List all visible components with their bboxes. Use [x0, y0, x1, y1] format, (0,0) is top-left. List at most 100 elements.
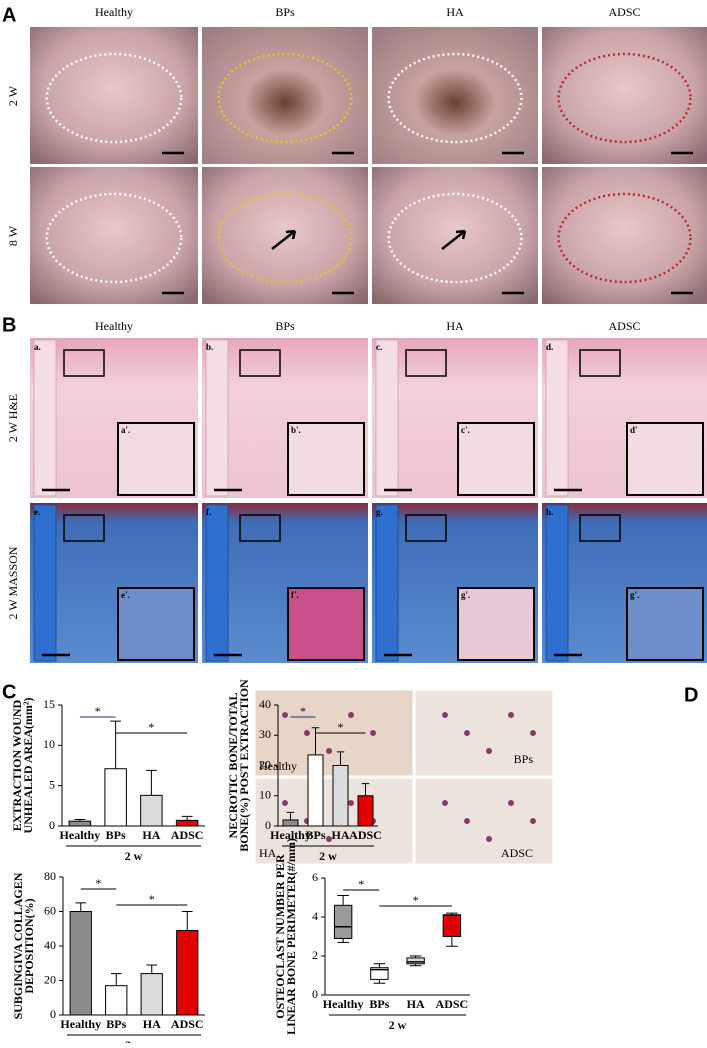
osteoclast: [348, 712, 354, 718]
y-axis-label: NECROTIC BONE/TOTAL: [226, 693, 240, 839]
photo: [542, 167, 707, 304]
x-tick-label: HA: [142, 828, 160, 842]
photo: [202, 27, 368, 164]
x-tick-label: ADSC: [171, 1017, 204, 1031]
tooth: [545, 339, 569, 497]
y-tick-label: 0: [265, 818, 271, 832]
y-tick-label: 40: [259, 697, 271, 711]
tooth: [375, 339, 399, 497]
x-tick-label: BPs: [106, 828, 126, 842]
x-tick-label: Healthy: [60, 1017, 101, 1031]
x-tick-label: BPs: [106, 1017, 126, 1031]
image-label: a.: [34, 342, 41, 352]
inset-label: g'.: [461, 590, 470, 600]
column-label: BPs: [275, 319, 295, 333]
inset: [457, 587, 535, 661]
osteoclast: [464, 818, 470, 824]
error-bar: [74, 819, 86, 822]
x-tick-label: HA: [332, 828, 350, 842]
inset-label: a'.: [121, 425, 130, 435]
osteoclast: [464, 730, 470, 736]
x-tick-label: Healthy: [270, 828, 311, 842]
region-outline: [557, 192, 692, 284]
error-bar: [286, 811, 295, 820]
y-tick-label: 40: [44, 938, 56, 952]
error-bar: [311, 727, 320, 755]
y-tick-label: 4: [312, 909, 318, 923]
roi-box: [63, 514, 105, 542]
inset: [287, 587, 365, 661]
osteoclast: [370, 730, 376, 736]
y-tick-label: 0: [312, 987, 318, 1001]
y-tick-label: 10: [259, 788, 271, 802]
osteoclast: [486, 836, 492, 842]
inset-label: e'.: [121, 590, 130, 600]
y-tick-label: 6: [312, 870, 318, 884]
photo: [30, 167, 198, 304]
osteoclast: [326, 836, 332, 842]
x-tick-label: BPs: [305, 828, 325, 842]
column-label: HA: [446, 5, 464, 19]
row-label: 2 W H&E: [6, 394, 20, 442]
significance-label: *: [413, 893, 419, 907]
y-axis-label: DEPOSITION(%): [22, 898, 36, 993]
x-tick-label: BPs: [369, 997, 389, 1011]
image-label: f.: [206, 507, 211, 517]
panel-label: C: [2, 681, 16, 703]
bar: [332, 765, 349, 827]
x-tick-label: ADSC: [171, 828, 204, 842]
y-axis-label: BONE(%) POST EXTRACTION: [237, 679, 251, 852]
inset: [626, 587, 704, 661]
osteoclast: [508, 712, 514, 718]
column-label: ADSC: [608, 5, 640, 19]
image-label: g.: [376, 507, 383, 517]
inset: [457, 422, 535, 496]
tooth: [33, 339, 57, 497]
y-tick-label: 15: [43, 697, 55, 711]
y-axis-label: LINEAR BONE PERIMETER(#/mm): [284, 838, 298, 1035]
osteoclast: [348, 800, 354, 806]
image-label: ADSC: [501, 846, 533, 860]
column-label: BPs: [275, 5, 295, 19]
roi-box: [579, 514, 621, 542]
roi-box: [579, 349, 621, 377]
significance-label: *: [149, 892, 155, 906]
image-label: e.: [34, 507, 40, 517]
bar: [69, 911, 92, 1016]
tooth: [545, 504, 569, 662]
inset: [117, 587, 195, 661]
row-label: 8 W: [6, 225, 20, 246]
group-label: 2 w: [125, 849, 143, 863]
image-label: h.: [546, 507, 553, 517]
group-label: 2 w: [389, 1018, 407, 1032]
roi-box: [405, 514, 447, 542]
y-tick-label: 2: [312, 948, 318, 962]
bar: [307, 754, 324, 827]
osteoclast: [508, 800, 514, 806]
x-tick-label: ADSC: [436, 997, 469, 1011]
y-tick-label: 30: [259, 727, 271, 741]
inset-label: g'.: [630, 590, 639, 600]
box: [333, 904, 353, 939]
region-outline: [217, 52, 353, 144]
x-tick-label: HA: [407, 997, 425, 1011]
box: [406, 957, 425, 965]
y-axis-label: OSTEOCLAST NUMBER PER: [273, 854, 287, 1019]
inset: [626, 422, 704, 496]
bar: [68, 820, 92, 827]
tooth: [205, 504, 229, 662]
photo: [542, 27, 707, 164]
region-outline: [45, 52, 183, 144]
error-bar: [110, 720, 121, 769]
box: [370, 967, 389, 980]
photo: [372, 27, 538, 164]
group-label: 2 w: [125, 1038, 143, 1043]
inset-label: d': [630, 425, 638, 435]
error-bar: [361, 783, 370, 796]
image-label: b.: [206, 342, 213, 352]
osteoclast: [282, 800, 288, 806]
y-tick-label: 0: [50, 1007, 56, 1021]
error-bar: [146, 769, 157, 796]
row-label: 2 W: [6, 85, 20, 106]
